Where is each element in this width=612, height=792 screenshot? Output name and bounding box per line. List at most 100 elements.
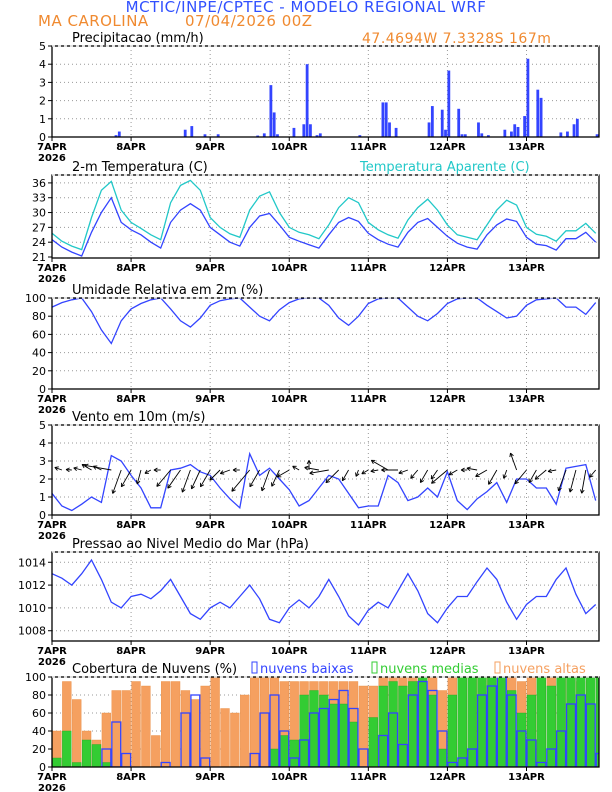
cloud-bar-nuvens-baixas <box>180 712 191 767</box>
legend-swatch <box>494 661 501 674</box>
wind-arrowhead <box>84 463 89 466</box>
wind-arrowhead <box>589 475 594 478</box>
cloud-bar-nuvens-baixas <box>308 712 320 767</box>
panel-title: Pressao ao Nivel Medio do Mar (hPa) <box>72 537 309 552</box>
wind-arrowhead <box>410 476 415 479</box>
cloud-bar-nuvens-baixas <box>358 748 369 767</box>
cloud-bar-nuvens-medias <box>91 744 102 767</box>
y-tick-label: 1008 <box>18 625 46 638</box>
x-tick-label: 7APR <box>37 263 67 274</box>
wind-arrowhead <box>308 460 312 465</box>
precip-bar <box>430 106 434 137</box>
x-tick-label: 10APR <box>271 263 308 274</box>
wind-vector <box>448 469 458 476</box>
precip-bar <box>477 122 480 137</box>
wind-vector <box>503 469 508 479</box>
cloud-bar-nuvens-altas <box>250 677 260 767</box>
cloud-bar-nuvens-baixas <box>437 730 448 767</box>
wind-vector <box>304 467 319 471</box>
cloud-bar-nuvens-baixas <box>526 739 537 767</box>
x-tick-label: 8APR <box>116 263 146 274</box>
y-tick-label: 20 <box>32 365 46 378</box>
y-tick-label: 1010 <box>18 602 46 615</box>
cloud-bar-nuvens-altas <box>240 694 250 767</box>
wind-arrowhead <box>292 466 296 470</box>
precip-bar <box>486 135 490 137</box>
cloud-bar-nuvens-altas <box>161 681 171 767</box>
wind-arrowhead <box>276 473 280 478</box>
series-line-rh-0 <box>52 298 597 345</box>
y-tick-label: 36 <box>32 177 46 190</box>
cloud-bar-nuvens-altas <box>101 712 112 767</box>
cloud-bar-nuvens-baixas <box>585 703 596 767</box>
wind-arrowhead <box>355 472 357 477</box>
wind-vector <box>231 469 251 492</box>
x-tick-label: 11APR <box>350 263 387 274</box>
wind-vector <box>249 469 260 488</box>
precip-bar <box>447 70 451 137</box>
precip-bar <box>384 102 388 137</box>
y-tick-label: 2 <box>39 473 46 486</box>
cloud-bar-nuvens-baixas <box>387 712 399 767</box>
wind-arrowhead <box>181 488 183 493</box>
x-tick-label: 7APR <box>37 142 67 153</box>
panel-title: Cobertura de Nuvens (%) <box>72 662 237 677</box>
y-tick-label: 33 <box>32 192 46 205</box>
cloud-bar-nuvens-medias <box>269 748 280 767</box>
wind-arrowhead <box>535 478 540 480</box>
x-tick-label: 7APR <box>37 520 67 531</box>
precip-bar <box>381 102 385 137</box>
precip-bar <box>536 89 540 137</box>
wind-vector <box>309 469 329 474</box>
cloud-bar-nuvens-baixas <box>318 707 329 767</box>
cloud-bar-nuvens-altas <box>111 690 121 767</box>
wind-arrowhead <box>54 467 58 471</box>
wind-arrowhead <box>111 489 114 494</box>
cloud-bar-nuvens-altas <box>259 677 270 767</box>
precip-bar <box>566 131 569 137</box>
cloud-bar-nuvens-baixas <box>457 757 468 767</box>
cloud-bar-nuvens-medias <box>408 681 418 767</box>
wind-vector <box>466 467 478 471</box>
precip-bar <box>190 126 194 137</box>
y-tick-label: 27 <box>32 221 46 234</box>
x-tick-label: 8APR <box>116 520 146 531</box>
wind-arrowhead <box>182 489 186 493</box>
wind-vector <box>410 469 419 479</box>
x-tick-label: 9APR <box>195 394 225 405</box>
x-tick-label: 9APR <box>195 772 225 783</box>
y-tick-label: 3 <box>39 455 46 468</box>
cloud-bar-nuvens-baixas <box>378 734 389 767</box>
wind-arrowhead <box>503 475 507 479</box>
cloud-bar-nuvens-baixas <box>121 752 132 767</box>
wind-arrowhead <box>381 469 386 473</box>
cloud-bar-nuvens-baixas <box>200 757 211 767</box>
series-line-wind-0 <box>52 451 597 512</box>
y-tick-label: 0 <box>39 509 46 522</box>
wind-arrowhead <box>249 484 254 488</box>
x-tick-label: 7APR <box>37 394 67 405</box>
cloud-bar-nuvens-medias <box>398 685 408 767</box>
wind-vector <box>220 469 231 474</box>
precip-bar <box>427 122 431 137</box>
cloud-bar-nuvens-altas <box>200 685 210 767</box>
cloud-bar-nuvens-baixas <box>447 761 458 767</box>
x-tick-label: 9APR <box>195 263 225 274</box>
run-date: 07/04/2026 00Z <box>185 12 313 30</box>
wind-vector <box>514 469 527 485</box>
cloud-bar-nuvens-altas <box>170 681 181 767</box>
cloud-bar-nuvens-medias <box>546 685 556 767</box>
wind-arrowhead <box>589 473 591 478</box>
panel-precip <box>48 45 600 141</box>
wind-arrowhead <box>84 464 89 469</box>
x-tick-label: 7APR <box>37 772 67 783</box>
wind-vector <box>271 469 280 487</box>
wind-vector <box>370 469 379 472</box>
precip-bar <box>463 134 467 137</box>
x-tick-label: 13APR <box>508 394 545 405</box>
legend-label: nuvens altas <box>503 662 586 677</box>
precip-bar <box>526 58 530 137</box>
wind-arrowhead <box>304 467 309 471</box>
wind-arrowhead <box>271 483 276 487</box>
wind-vector <box>144 469 152 474</box>
